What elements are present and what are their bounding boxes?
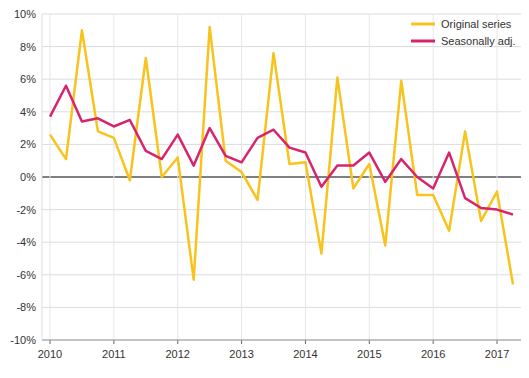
x-tick-label: 2017 xyxy=(485,348,509,360)
legend-label: Seasonally adj. xyxy=(441,35,516,47)
x-tick xyxy=(241,340,242,344)
series-line xyxy=(50,86,513,215)
y-tick-label: 8% xyxy=(20,41,36,53)
plot-area xyxy=(50,27,513,285)
x-grid-line xyxy=(369,14,370,340)
series-line xyxy=(50,27,513,285)
y-tick-label: 4% xyxy=(20,106,36,118)
y-tick-label: -6% xyxy=(16,269,36,281)
x-grid-line xyxy=(497,14,498,340)
y-tick-label: -8% xyxy=(16,301,36,313)
y-tick-label: 6% xyxy=(20,73,36,85)
legend-swatch xyxy=(411,23,435,26)
chart: -10% -8% -6% -4% -2% 0% 2% 4% 6% 8% 10% 2010 2011 201… xyxy=(0,0,529,378)
x-grid-line xyxy=(113,14,114,340)
x-tick xyxy=(305,340,306,344)
x-tick-label: 2010 xyxy=(38,348,62,360)
x-tick-label: 2013 xyxy=(229,348,253,360)
x-tick-label: 2015 xyxy=(357,348,381,360)
x-grid-line xyxy=(177,14,178,340)
y-axis xyxy=(42,14,43,340)
y-tick-label: -2% xyxy=(16,204,36,216)
x-tick xyxy=(50,340,51,344)
y-tick-label: 2% xyxy=(20,138,36,150)
grid-line xyxy=(42,340,521,341)
x-grid-line xyxy=(241,14,242,340)
x-grid-line xyxy=(50,14,51,340)
y-tick-label: 0% xyxy=(20,171,36,183)
x-tick xyxy=(433,340,434,344)
x-axis xyxy=(42,340,521,341)
x-tick-label: 2011 xyxy=(102,348,126,360)
x-grid-line xyxy=(305,14,306,340)
y-tick-label: -10% xyxy=(10,334,36,346)
x-tick xyxy=(369,340,370,344)
x-tick xyxy=(113,340,114,344)
legend-label: Original series xyxy=(441,18,512,30)
x-tick-label: 2012 xyxy=(165,348,189,360)
y-tick-label: 10% xyxy=(14,8,36,20)
y-tick-label: -4% xyxy=(16,236,36,248)
x-tick xyxy=(497,340,498,344)
x-tick-label: 2014 xyxy=(293,348,317,360)
x-tick-label: 2016 xyxy=(421,348,445,360)
x-tick xyxy=(177,340,178,344)
x-grid-line xyxy=(433,14,434,340)
legend-swatch xyxy=(411,40,435,43)
